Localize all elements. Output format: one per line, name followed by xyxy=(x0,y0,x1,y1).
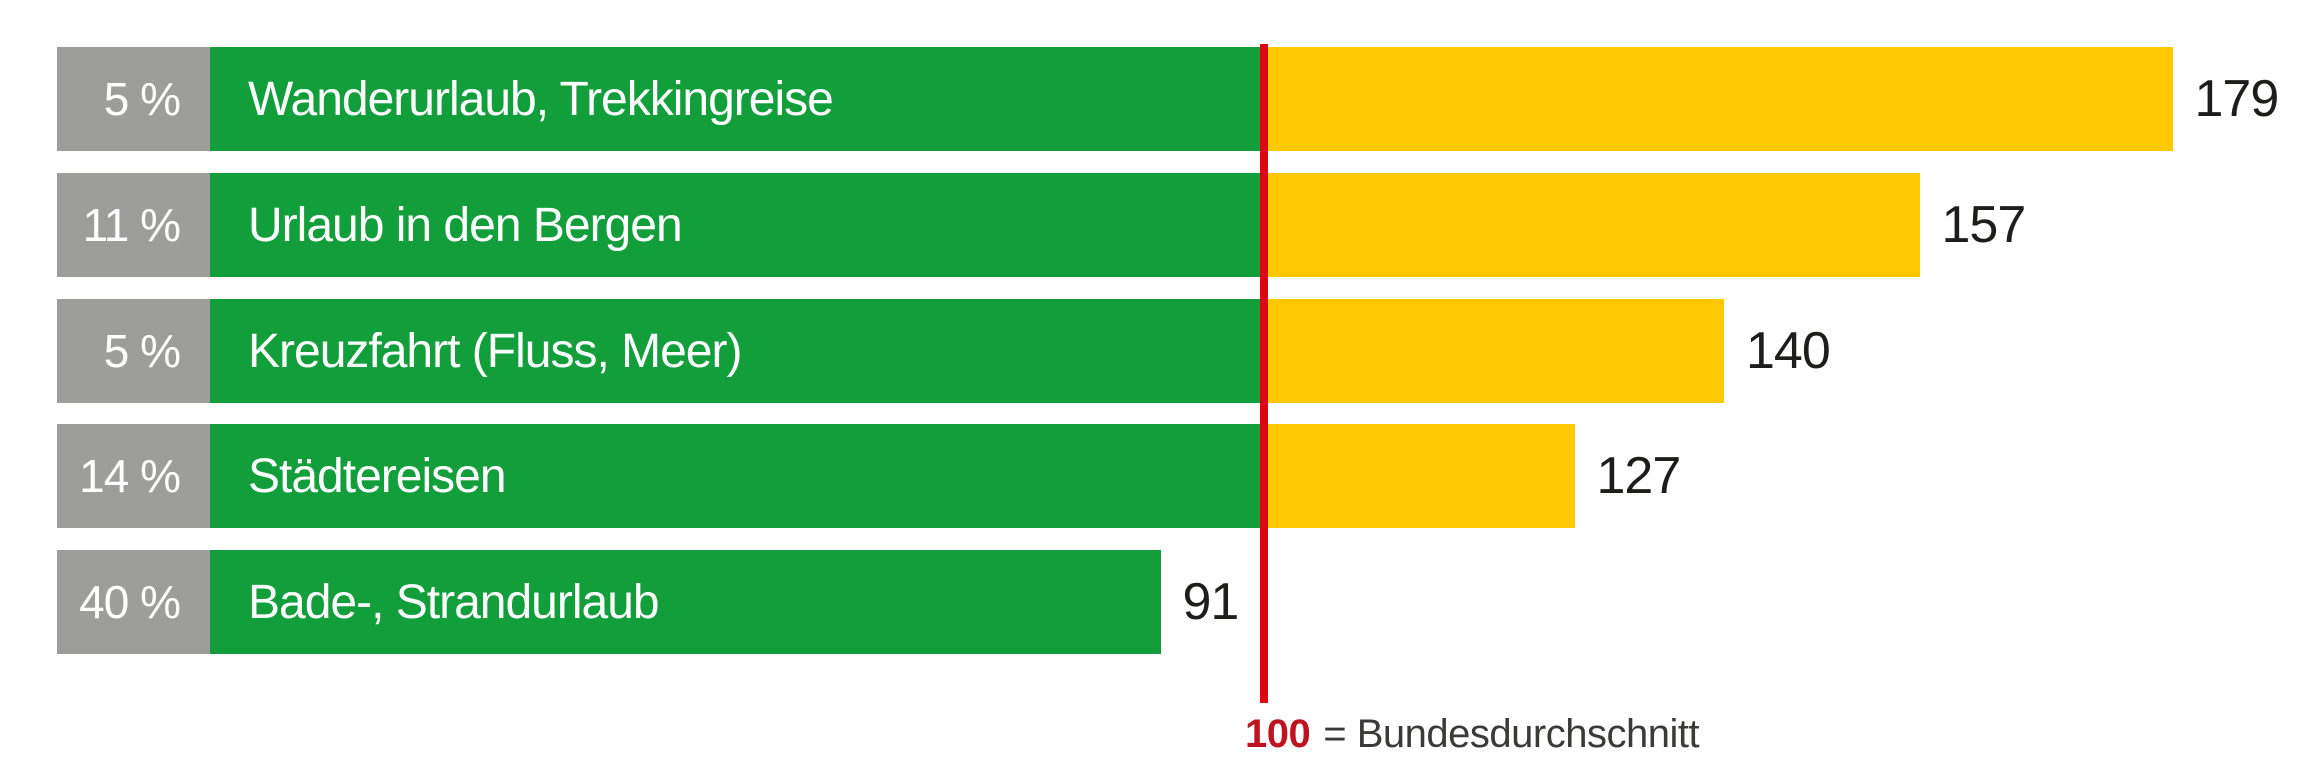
category-bar: Bade-, Strandurlaub xyxy=(210,550,1161,654)
reference-value: 100 xyxy=(1245,712,1311,756)
category-label: Kreuzfahrt (Fluss, Meer) xyxy=(248,324,742,378)
index-overshoot-bar xyxy=(1264,47,2173,151)
reference-line xyxy=(1260,44,1268,703)
category-label: Städtereisen xyxy=(248,449,507,503)
share-percent-box: 11 % xyxy=(57,173,210,277)
category-label: Urlaub in den Bergen xyxy=(248,198,683,252)
category-bar: Urlaub in den Bergen xyxy=(210,173,1264,277)
category-label: Wanderurlaub, Trekkingreise xyxy=(248,72,834,126)
index-overshoot-bar xyxy=(1264,424,1575,528)
share-percent-box: 40 % xyxy=(57,550,210,654)
chart-row: 14 % Städtereisen 127 xyxy=(57,424,2324,528)
chart-row: 11 % Urlaub in den Bergen 157 xyxy=(57,173,2324,277)
share-percent-box: 14 % xyxy=(57,424,210,528)
category-label: Bade-, Strandurlaub xyxy=(248,575,660,629)
chart-row: 40 % Bade-, Strandurlaub 91 xyxy=(57,550,2324,654)
share-percent-box: 5 % xyxy=(57,47,210,151)
index-value-label: 127 xyxy=(1596,447,1682,505)
category-bar: Kreuzfahrt (Fluss, Meer) xyxy=(210,299,1264,403)
index-value-label: 179 xyxy=(2194,70,2280,128)
index-value-label: 91 xyxy=(1182,573,1240,631)
index-value-label: 157 xyxy=(1941,196,2027,254)
reference-label: = Bundesdurchschnitt xyxy=(1323,712,1700,756)
index-overshoot-bar xyxy=(1264,173,1920,277)
chart-row: 5 % Wanderurlaub, Trekkingreise 179 xyxy=(57,47,2324,151)
share-percent-box: 5 % xyxy=(57,299,210,403)
category-bar: Städtereisen xyxy=(210,424,1264,528)
index-value-label: 140 xyxy=(1746,322,1831,380)
index-overshoot-bar xyxy=(1264,299,1724,403)
category-bar: Wanderurlaub, Trekkingreise xyxy=(210,47,1264,151)
chart-row: 5 % Kreuzfahrt (Fluss, Meer) 140 xyxy=(57,299,2324,403)
reference-legend: 100 = Bundesdurchschnitt xyxy=(1245,712,1700,757)
